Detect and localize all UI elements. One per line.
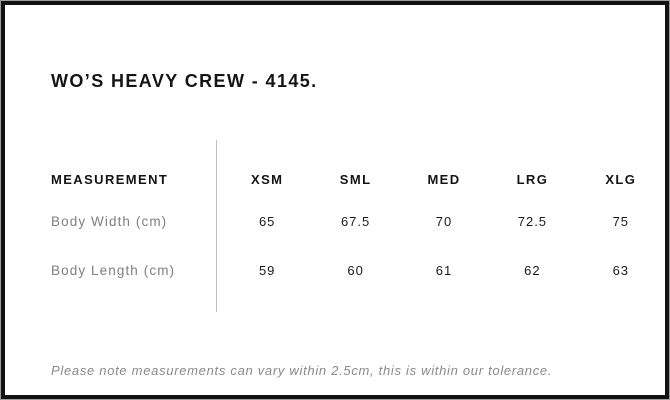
table-header-row: MEASUREMENT XSM SML MED LRG XLG [51, 172, 665, 187]
row-label: Body Width (cm) [51, 214, 168, 229]
size-header-lrg: LRG [516, 172, 549, 187]
body-width-xlg: 75 [612, 214, 630, 229]
measurement-column-header: MEASUREMENT [51, 172, 169, 187]
body-width-med: 70 [435, 214, 453, 229]
body-width-xsm: 65 [258, 214, 276, 229]
table-row-body-width: Body Width (cm) 65 67.5 70 72.5 75 [51, 214, 665, 229]
row-label: Body Length (cm) [51, 263, 176, 278]
table-vertical-divider [216, 140, 217, 312]
tolerance-note: Please note measurements can vary within… [51, 363, 553, 378]
body-width-lrg: 72.5 [517, 214, 548, 229]
body-width-sml: 67.5 [340, 214, 371, 229]
size-header-xlg: XLG [605, 172, 637, 187]
size-header-sml: SML [339, 172, 372, 187]
size-header-med: MED [427, 172, 461, 187]
body-length-lrg: 62 [524, 263, 541, 278]
body-length-sml: 60 [347, 263, 364, 278]
body-length-xlg: 63 [612, 263, 630, 278]
body-length-med: 61 [435, 263, 453, 278]
page-title: WO’S HEAVY CREW - 4145. [51, 71, 318, 92]
body-length-xsm: 59 [258, 263, 276, 278]
size-header-xsm: XSM [251, 172, 284, 187]
table-row-body-length: Body Length (cm) 59 60 61 62 63 [51, 263, 665, 278]
